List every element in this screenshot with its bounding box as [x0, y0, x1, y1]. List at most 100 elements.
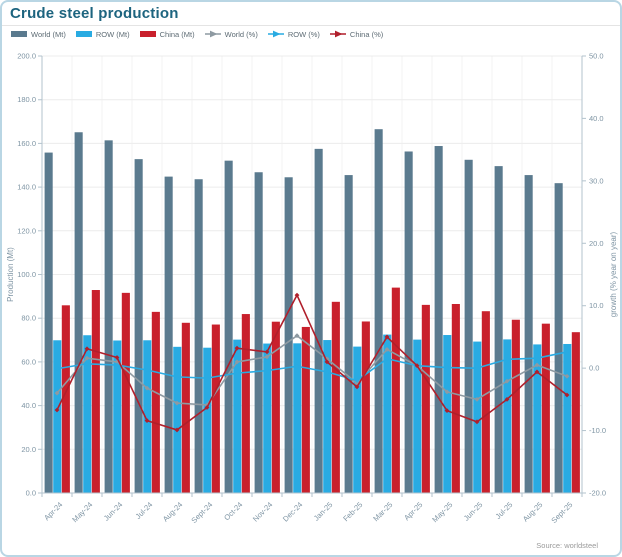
world-mt-bar — [224, 160, 233, 493]
china-mt-bar — [211, 324, 220, 493]
left-axis-title: Production (Mt) — [6, 247, 15, 302]
legend-label: ROW (Mt) — [95, 29, 130, 39]
x-axis-label: Jun-25 — [462, 500, 485, 523]
x-axis-label: Jun-24 — [102, 500, 125, 523]
china-marker — [84, 346, 90, 352]
row-mt-bar — [203, 347, 212, 493]
china-marker — [234, 345, 240, 351]
world-marker — [174, 400, 180, 406]
row-mt-bar — [563, 343, 572, 493]
world-mt-bar — [104, 140, 113, 493]
x-axis-label: Jul-25 — [494, 500, 515, 521]
right-axis-tick-label: 0.0 — [589, 364, 599, 373]
china-marker — [264, 349, 270, 355]
right-axis-tick-label: -20.0 — [589, 489, 606, 498]
line-swatch-icon — [267, 30, 284, 38]
china-mt-bar — [241, 314, 250, 493]
world-marker — [264, 354, 270, 360]
right-axis-tick-label: 50.0 — [589, 52, 604, 61]
world-line — [56, 334, 568, 406]
right-axis-title: growth (% year on year) — [609, 231, 618, 317]
world-mt-bar — [254, 172, 263, 493]
left-axis-tick-label: 200.0 — [17, 52, 36, 61]
row-marker — [54, 366, 60, 372]
row-mt-bar — [323, 340, 332, 493]
line-swatch-icon — [329, 30, 346, 38]
row-marker — [234, 370, 240, 376]
x-axis-label: Aug-24 — [161, 500, 184, 523]
world-mt-bar — [134, 159, 143, 493]
world-marker — [444, 389, 450, 395]
china-marker — [174, 427, 180, 433]
chart-title: Crude steel production — [10, 5, 179, 22]
left-axis-tick-label: 20.0 — [21, 445, 36, 454]
legend-item-world-mt: World (Mt) — [11, 29, 66, 39]
china-mt-bar — [361, 321, 370, 493]
china-mt-bar — [391, 287, 400, 493]
row-mt-bar — [83, 335, 92, 493]
left-axis-tick-label: 180.0 — [17, 95, 36, 104]
china-mt-bar — [181, 322, 190, 493]
world-marker — [384, 347, 390, 352]
china-marker — [504, 396, 510, 402]
bar-swatch-icon — [75, 31, 92, 37]
world-marker — [324, 356, 330, 362]
x-axis-label: Nov-24 — [251, 500, 274, 523]
x-axis-label: Sept-24 — [189, 500, 214, 525]
china-marker — [294, 292, 300, 298]
bar-swatch-icon — [11, 31, 27, 37]
x-axis-label: Feb-25 — [341, 500, 364, 523]
row-mt-bar — [353, 346, 362, 493]
china-mt-bar — [481, 311, 490, 493]
row-line — [56, 351, 568, 382]
china-mt-bar — [511, 319, 520, 493]
row-mt-bar — [413, 339, 422, 493]
row-mt-bar — [113, 340, 122, 493]
legend-item-world: World (%) — [204, 29, 258, 39]
right-axis-tick-label: 40.0 — [589, 114, 604, 123]
swatch-arrow-icon — [272, 30, 281, 38]
row-marker — [564, 349, 570, 355]
x-axis-label: Oct-24 — [222, 500, 244, 522]
row-marker — [504, 357, 510, 362]
row-marker — [144, 367, 150, 373]
left-axis-tick-label: 120.0 — [17, 226, 36, 235]
left-axis-tick-label: 100.0 — [17, 270, 36, 279]
china-mt-bar — [91, 290, 100, 493]
china-mt-bar — [61, 305, 70, 493]
row-mt-bar — [233, 339, 242, 493]
world-mt-bar — [344, 175, 353, 493]
world-mt-bar — [284, 177, 293, 493]
row-mt-bar — [383, 334, 392, 493]
legend: World (Mt) ROW (Mt) China (Mt) World (%) ROW… — [11, 29, 383, 39]
china-marker — [444, 408, 450, 413]
world-marker — [234, 359, 240, 365]
world-mt-bar — [314, 148, 323, 494]
world-marker — [474, 396, 480, 402]
x-axis-label: Aug-25 — [521, 500, 544, 523]
x-axis-label: Sept-25 — [549, 500, 574, 525]
right-axis-tick-label: 30.0 — [589, 176, 604, 185]
swatch-rect — [139, 31, 156, 37]
world-mt-bar — [554, 183, 563, 494]
china-marker — [114, 355, 120, 360]
row-marker — [294, 363, 300, 369]
china-mt-bar — [421, 304, 430, 493]
world-marker — [504, 378, 510, 384]
world-mt-bar — [74, 132, 83, 493]
china-marker — [354, 384, 360, 390]
swatch-rect — [75, 31, 92, 37]
source-note: Source: worldsteel — [536, 541, 598, 550]
x-axis-label: Mar-25 — [371, 500, 394, 523]
legend-label: ROW (%) — [287, 29, 320, 39]
row-mt-bar — [173, 346, 182, 493]
china-mt-bar — [121, 292, 130, 493]
china-mt-bar — [301, 326, 310, 493]
world-marker — [144, 385, 150, 391]
china-marker — [474, 419, 480, 425]
row-mt-bar — [533, 344, 542, 493]
right-axis-tick-label: 20.0 — [589, 239, 604, 248]
row-marker — [204, 375, 210, 381]
china-mt-bar — [331, 301, 340, 493]
